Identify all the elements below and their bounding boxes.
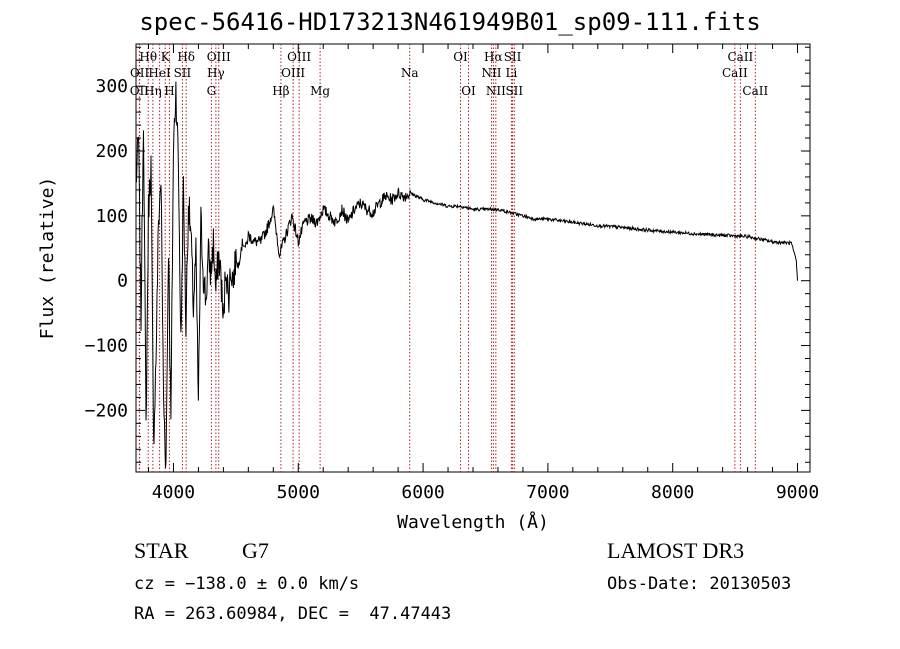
spectral-line-markers xyxy=(138,44,756,472)
line-label-2: Hθ xyxy=(139,50,157,64)
line-label-26: CaII xyxy=(727,50,753,64)
line-label-22: Li xyxy=(506,66,518,80)
line-label-21: NII xyxy=(486,84,506,98)
survey-name: LAMOST DR3 xyxy=(607,538,745,563)
line-label-24: SII xyxy=(505,84,523,98)
axis-tick-labels: 4000 5000 6000 7000 8000 9000 −200 −100 0 100 200 3… xyxy=(85,76,820,503)
line-label-0: OII xyxy=(130,84,150,98)
line-label-15: Mg xyxy=(310,84,330,98)
spectrum-line xyxy=(135,81,798,469)
y-axis-label: Flux (relative) xyxy=(37,177,58,340)
line-label-5: K xyxy=(161,50,171,64)
line-label-14: OIII xyxy=(287,50,311,64)
y-tick-label: 0 xyxy=(117,271,128,292)
line-label-4: HeI xyxy=(148,66,171,80)
line-label-27: CaII xyxy=(742,84,768,98)
line-label-8: Hδ xyxy=(177,50,195,64)
x-tick-label: 5000 xyxy=(277,482,320,503)
x-tick-label: 6000 xyxy=(401,482,444,503)
line-label-18: OI xyxy=(461,84,476,98)
coordinates: RA = 263.60984, DEC = 47.47443 xyxy=(134,604,452,624)
plot-frame xyxy=(135,43,811,473)
line-label-12: Hβ xyxy=(272,84,289,98)
x-axis-label: Wavelength (Å) xyxy=(397,511,549,533)
x-tick-label: 9000 xyxy=(776,482,819,503)
redshift-text: cz = −138.0 ± 0.0 km/s xyxy=(134,574,360,594)
y-tick-label: −100 xyxy=(85,336,128,357)
line-label-25: CaII xyxy=(722,66,748,80)
y-tick-label: −200 xyxy=(85,400,128,421)
y-tick-label: 300 xyxy=(95,76,128,97)
line-label-19: NII xyxy=(481,66,501,80)
chart-title: spec-56416-HD173213N461949B01_sp09-111.f… xyxy=(139,8,761,36)
object-class: STAR xyxy=(134,538,189,563)
y-tick-label: 100 xyxy=(95,206,128,227)
line-label-16: Na xyxy=(401,66,419,80)
spectral-line-labels: OIIOIIHθHηHeIKHSIIHδHγGOIIIHβOIIIOIIIMgN… xyxy=(130,50,769,98)
line-label-6: H xyxy=(164,84,174,98)
line-label-23: SII xyxy=(504,50,522,64)
object-subclass: G7 xyxy=(242,538,269,563)
line-label-7: SII xyxy=(174,66,192,80)
line-label-20: Hα xyxy=(484,50,503,64)
y-tick-label: 200 xyxy=(95,141,128,162)
axis-ticks xyxy=(136,44,810,472)
line-label-10: G xyxy=(207,84,217,98)
x-tick-label: 8000 xyxy=(651,482,694,503)
x-tick-label: 4000 xyxy=(152,482,195,503)
line-label-17: OI xyxy=(453,50,468,64)
obs-date: Obs-Date: 20130503 xyxy=(607,574,792,594)
x-tick-label: 7000 xyxy=(526,482,569,503)
line-label-3: Hη xyxy=(144,84,162,98)
line-label-13: OIII xyxy=(281,66,305,80)
line-label-9: Hγ xyxy=(207,66,225,80)
line-label-11: OIII xyxy=(207,50,231,64)
